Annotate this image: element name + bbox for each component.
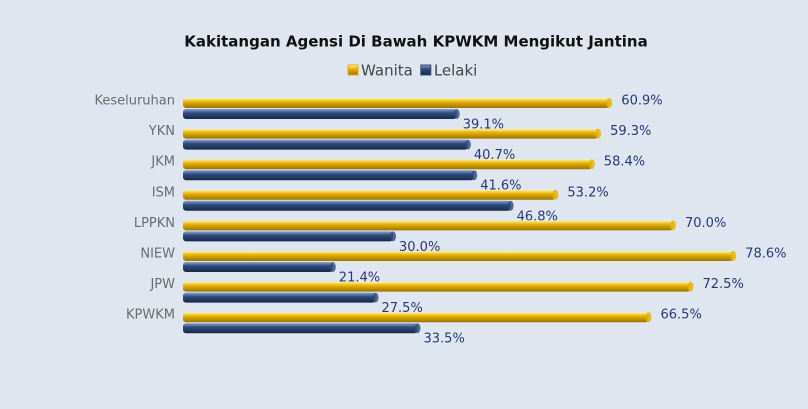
bar-cap <box>453 109 460 119</box>
legend-swatch <box>347 64 359 76</box>
bar <box>183 231 393 242</box>
y-tick-label: YKN <box>148 124 175 139</box>
bar-cap <box>464 139 471 150</box>
bar <box>183 109 457 119</box>
bar-cap <box>606 98 613 108</box>
y-tick-label: KPWKM <box>126 308 175 323</box>
bar <box>183 139 468 150</box>
chart-title: Kakitangan Agensi Di Bawah KPWKM Mengiku… <box>184 33 647 51</box>
bar-cap <box>595 128 602 139</box>
bar <box>183 128 599 139</box>
bar-cap <box>552 189 559 200</box>
bar <box>183 200 511 211</box>
y-tick-label: Keseluruhan <box>94 94 175 109</box>
value-label: 70.0% <box>685 216 726 231</box>
bar <box>183 189 556 200</box>
legend-label: Wanita <box>361 62 413 80</box>
bar <box>183 323 418 334</box>
y-tick-label: NIEW <box>140 247 175 262</box>
value-label: 66.5% <box>661 308 702 323</box>
value-label: 59.3% <box>610 124 651 139</box>
bar-cap <box>414 323 421 334</box>
bar <box>183 312 649 323</box>
value-label: 58.4% <box>604 155 645 170</box>
bar-cap <box>670 220 676 231</box>
y-tick-label: JPW <box>149 277 175 292</box>
value-label: 72.5% <box>703 277 744 292</box>
bar-cap <box>329 262 336 272</box>
bar-cap <box>471 170 478 181</box>
y-tick-label: ISM <box>152 185 175 200</box>
bar-cap <box>372 292 379 303</box>
bar-cap <box>390 231 396 242</box>
value-label: 33.5% <box>424 332 465 347</box>
value-label: 60.9% <box>621 94 662 109</box>
bar-cap <box>687 281 694 292</box>
bar-cap <box>588 159 595 170</box>
bar <box>183 251 734 261</box>
legend-label: Lelaki <box>434 62 478 80</box>
bar <box>183 159 592 170</box>
bar-cap <box>507 200 514 211</box>
bar <box>183 98 610 108</box>
bar <box>183 262 333 272</box>
bar-cap <box>645 312 652 323</box>
y-tick-label: JKM <box>150 155 175 170</box>
y-tick-label: LPPKN <box>134 216 175 231</box>
value-label: 78.6% <box>745 247 786 262</box>
bar <box>183 281 691 292</box>
bar <box>183 292 376 303</box>
bar-cap <box>730 251 737 261</box>
legend-swatch <box>420 64 432 76</box>
value-label: 53.2% <box>567 185 608 200</box>
bar <box>183 170 475 181</box>
bar <box>183 220 673 231</box>
